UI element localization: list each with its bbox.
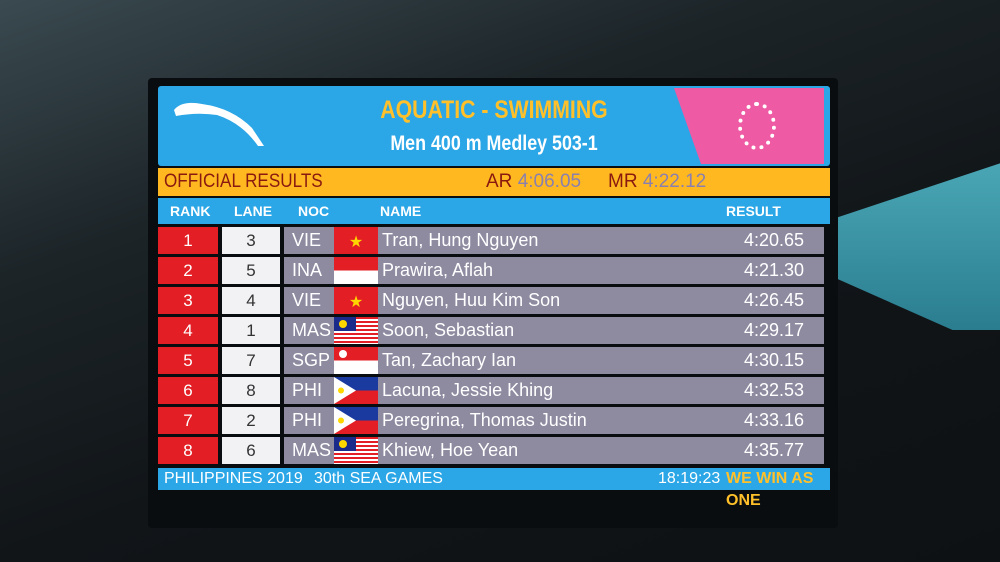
malaysia-flag-icon [334, 317, 378, 344]
rank-cell: 5 [158, 347, 218, 374]
records-bar: OFFICIAL RESULTS AR 4:06.05 MR 4:22.12 [158, 168, 830, 196]
result-row: 5 7 SGP Tan, Zachary Ian 4:30.15 [158, 347, 830, 374]
lane-cell: 5 [222, 257, 280, 284]
logo-mark-icon [738, 102, 776, 150]
athlete-name: Lacuna, Jessie Khing [382, 380, 554, 400]
athlete-name: Soon, Sebastian [382, 320, 515, 340]
rank-cell: 3 [158, 287, 218, 314]
rank-cell: 1 [158, 227, 218, 254]
col-noc: NOC [298, 203, 330, 219]
result-time: 4:35.77 [743, 440, 804, 460]
col-name: NAME [380, 203, 422, 219]
noc-code: PHI [292, 410, 323, 430]
asian-record: AR 4:06.05 [486, 171, 581, 193]
athlete-name: Nguyen, Huu Kim Son [382, 290, 561, 310]
athlete-cell: PHI Peregrina, Thomas Justin 4:33.16 [284, 407, 824, 434]
athlete-cell: PHI Lacuna, Jessie Khing 4:32.53 [284, 377, 824, 404]
result-row: 7 2 PHI Peregrina, Thomas Justin 4:33.16 [158, 407, 830, 434]
result-row: 2 5 INA Prawira, Aflah 4:21.30 [158, 257, 830, 284]
noc-code: VIE [292, 290, 322, 310]
result-time: 4:30.15 [743, 350, 804, 370]
athlete-name: Tran, Hung Nguyen [382, 230, 539, 250]
event-title: Men 400 m Medley 503-1 [390, 132, 598, 155]
malaysia-flag-icon [334, 437, 378, 464]
lane-cell: 3 [222, 227, 280, 254]
athlete-name: Peregrina, Thomas Justin [382, 410, 587, 430]
athlete-cell: MAS Soon, Sebastian 4:29.17 [284, 317, 824, 344]
lane-cell: 2 [222, 407, 280, 434]
sport-title: AQUATIC - SWIMMING [380, 96, 608, 124]
result-row: 8 6 MAS Khiew, Hoe Yean 4:35.77 [158, 437, 830, 464]
rank-cell: 6 [158, 377, 218, 404]
rank-cell: 4 [158, 317, 218, 344]
result-time: 4:32.53 [743, 380, 804, 400]
result-row: 1 3 VIE ★ Tran, Hung Nguyen 4:20.65 [158, 227, 830, 254]
footer-time: 18:19:23 [658, 470, 721, 487]
svg-text:★: ★ [349, 294, 363, 311]
vietnam-flag-icon: ★ [334, 287, 378, 314]
svg-text:★: ★ [349, 234, 363, 251]
col-result: RESULT [726, 203, 781, 219]
athlete-cell: SGP Tan, Zachary Ian 4:30.15 [284, 347, 824, 374]
noc-code: MAS [292, 440, 332, 460]
footer-games: 30th SEA GAMES [314, 470, 443, 487]
athlete-cell: VIE ★ Nguyen, Huu Kim Son 4:26.45 [284, 287, 824, 314]
footer-slogan: WE WIN AS ONE [726, 470, 814, 509]
sea-games-logo [674, 88, 824, 164]
ar-label: AR [486, 171, 513, 192]
result-time: 4:33.16 [743, 410, 804, 430]
footer-host: PHILIPPINES 2019 [164, 470, 303, 487]
result-row: 6 8 PHI Lacuna, Jessie Khing 4:32.53 [158, 377, 830, 404]
scoreboard-header: AQUATIC - SWIMMING Men 400 m Medley 503-… [158, 86, 830, 166]
result-row: 3 4 VIE ★ Nguyen, Huu Kim Son 4:26.45 [158, 287, 830, 314]
lane-cell: 1 [222, 317, 280, 344]
lane-cell: 8 [222, 377, 280, 404]
philippines-flag-icon [334, 407, 378, 434]
athlete-cell: INA Prawira, Aflah 4:21.30 [284, 257, 824, 284]
ar-value: 4:06.05 [517, 171, 582, 192]
results-status: OFFICIAL RESULTS [164, 171, 323, 192]
athlete-name: Khiew, Hoe Yean [382, 440, 519, 460]
swimmer-icon [174, 102, 264, 146]
lane-cell: 6 [222, 437, 280, 464]
result-row: 4 1 MAS Soon, Sebastian 4:29.17 [158, 317, 830, 344]
noc-code: VIE [292, 230, 322, 250]
rank-cell: 7 [158, 407, 218, 434]
indonesia-flag-icon [334, 257, 378, 284]
result-time: 4:26.45 [743, 290, 804, 310]
rank-cell: 8 [158, 437, 218, 464]
result-time: 4:20.65 [743, 230, 804, 250]
noc-code: MAS [292, 320, 332, 340]
mr-label: MR [608, 171, 638, 192]
scoreboard: AQUATIC - SWIMMING Men 400 m Medley 503-… [158, 86, 830, 509]
philippines-flag-icon [334, 377, 378, 404]
athlete-cell: MAS Khiew, Hoe Yean 4:35.77 [284, 437, 824, 464]
rank-cell: 2 [158, 257, 218, 284]
column-headers: RANK LANE NOC NAME RESULT [158, 198, 830, 224]
scoreboard-footer: PHILIPPINES 2019 30th SEA GAMES 18:19:23… [158, 468, 830, 509]
lane-cell: 7 [222, 347, 280, 374]
col-rank: RANK [170, 203, 211, 219]
mr-value: 4:22.12 [642, 171, 707, 192]
noc-code: SGP [292, 350, 331, 370]
noc-code: INA [292, 260, 323, 280]
result-time: 4:21.30 [743, 260, 804, 280]
col-lane: LANE [234, 203, 273, 219]
athlete-name: Prawira, Aflah [382, 260, 494, 280]
result-time: 4:29.17 [743, 320, 804, 340]
athlete-cell: VIE ★ Tran, Hung Nguyen 4:20.65 [284, 227, 824, 254]
singapore-flag-icon [334, 347, 378, 374]
athlete-name: Tan, Zachary Ian [382, 350, 517, 370]
meet-record: MR 4:22.12 [608, 171, 706, 193]
vietnam-flag-icon: ★ [334, 227, 378, 254]
lane-cell: 4 [222, 287, 280, 314]
noc-code: PHI [292, 380, 323, 400]
